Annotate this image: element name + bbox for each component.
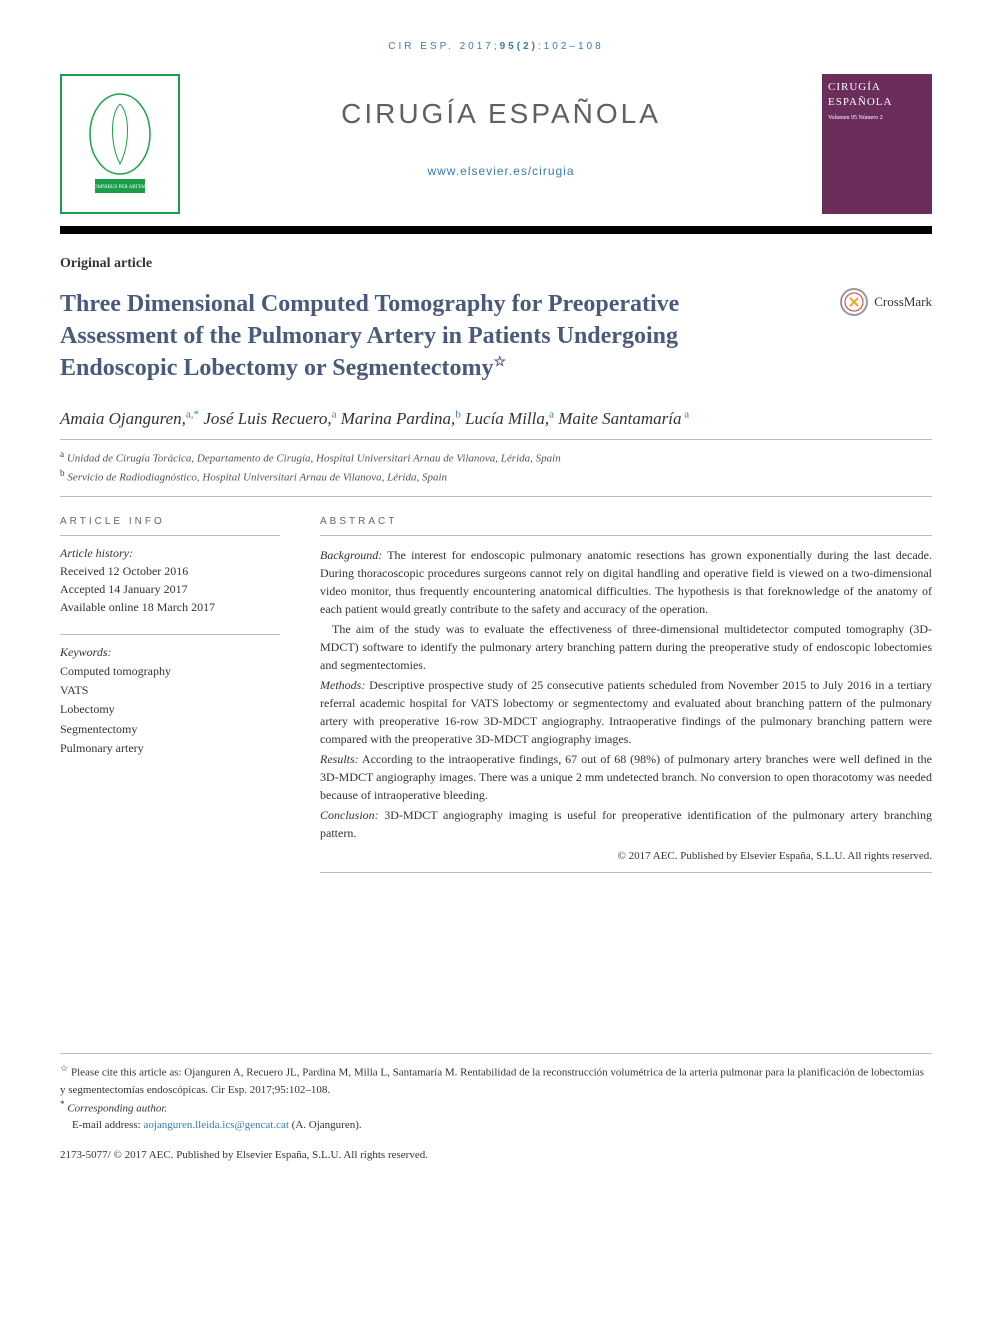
article-title-text: Three Dimensional Computed Tomography fo…: [60, 291, 679, 382]
keyword: Pulmonary artery: [60, 739, 280, 758]
citation-pages: :102–108: [538, 41, 604, 52]
keyword: Lobectomy: [60, 700, 280, 719]
affiliation: b Servicio de Radiodiagnóstico, Hospital…: [60, 467, 932, 486]
abstract-heading: ABSTRACT: [320, 515, 932, 529]
corresponding-author-footnote: * Corresponding author.: [60, 1098, 932, 1117]
author: Amaia Ojanguren,a,*: [60, 409, 199, 428]
abstract-column: ABSTRACT Background: The interest for en…: [320, 515, 932, 874]
crossmark-label: CrossMark: [874, 293, 932, 311]
author: José Luis Recuero,a: [203, 409, 336, 428]
author: Maite Santamaría a: [558, 409, 689, 428]
accepted-date: Accepted 14 January 2017: [60, 580, 280, 598]
journal-title-block: CIRUGÍA ESPAÑOLA www.elsevier.es/cirugia: [180, 74, 822, 180]
article-title: Three Dimensional Computed Tomography fo…: [60, 288, 780, 385]
methods-label: Methods:: [320, 678, 365, 692]
svg-text:OMNIBUS PER ARTEM: OMNIBUS PER ARTEM: [94, 185, 146, 190]
author-divider: [60, 439, 932, 440]
journal-name: CIRUGÍA ESPAÑOLA: [190, 94, 812, 133]
crossmark-button[interactable]: CrossMark: [840, 288, 932, 316]
abstract-body: Background: The interest for endoscopic …: [320, 535, 932, 874]
email-link[interactable]: aojanguren.lleida.ics@gencat.cat: [143, 1119, 288, 1131]
methods-text: Descriptive prospective study of 25 cons…: [320, 678, 932, 746]
results-label: Results:: [320, 752, 359, 766]
issn-copyright: 2173-5077/ © 2017 AEC. Published by Else…: [60, 1148, 932, 1163]
background-label: Background:: [320, 548, 382, 562]
journal-header: OMNIBUS PER ARTEM CIRUGÍA ESPAÑOLA www.e…: [60, 74, 932, 214]
received-date: Received 12 October 2016: [60, 562, 280, 580]
author: Lucía Milla,a: [465, 409, 554, 428]
keyword: Segmentectomy: [60, 720, 280, 739]
citation-header: CIR ESP. 2017;95(2):102–108: [60, 40, 932, 54]
history-label: Article history:: [60, 544, 280, 562]
citation-prefix: CIR ESP. 2017;: [388, 41, 499, 52]
cover-title: CIRUGÍA ESPAÑOLA: [828, 80, 926, 111]
cover-decorative-text: Volumen 95 Número 2: [828, 115, 926, 123]
author: Marina Pardina,b: [341, 409, 461, 428]
keywords-label: Keywords:: [60, 643, 280, 662]
cite-as-footnote: ☆ Please cite this article as: Ojanguren…: [60, 1062, 932, 1098]
article-type: Original article: [60, 254, 932, 274]
results-text: According to the intraoperative findings…: [320, 752, 932, 802]
header-divider: [60, 226, 932, 234]
aim-text: The aim of the study was to evaluate the…: [320, 620, 932, 674]
article-info-column: ARTICLE INFO Article history: Received 1…: [60, 515, 280, 874]
affiliation-divider: [60, 496, 932, 497]
article-history: Article history: Received 12 October 201…: [60, 535, 280, 616]
author-list: Amaia Ojanguren,a,* José Luis Recuero,a …: [60, 407, 932, 431]
conclusion-label: Conclusion:: [320, 808, 379, 822]
keyword: VATS: [60, 681, 280, 700]
affiliations: a Unidad de Cirugía Torácica, Departamen…: [60, 448, 932, 486]
abstract-bottom-divider: [320, 872, 932, 873]
background-text: The interest for endoscopic pulmonary an…: [320, 548, 932, 616]
online-date: Available online 18 March 2017: [60, 598, 280, 616]
footnotes: ☆ Please cite this article as: Ojanguren…: [60, 1053, 932, 1133]
abstract-copyright: © 2017 AEC. Published by Elsevier España…: [320, 848, 932, 865]
article-info-heading: ARTICLE INFO: [60, 515, 280, 529]
title-footnote-marker: ☆: [494, 355, 507, 370]
citation-volume: 95(2): [500, 41, 538, 52]
crossmark-icon: [840, 288, 868, 316]
journal-cover-thumbnail: CIRUGÍA ESPAÑOLA Volumen 95 Número 2: [822, 74, 932, 214]
keywords-block: Keywords: Computed tomography VATS Lobec…: [60, 634, 280, 758]
keyword: Computed tomography: [60, 662, 280, 681]
email-footnote: E-mail address: aojanguren.lleida.ics@ge…: [60, 1117, 932, 1134]
publisher-seal-icon: OMNIBUS PER ARTEM: [60, 74, 180, 214]
affiliation: a Unidad de Cirugía Torácica, Departamen…: [60, 448, 932, 467]
conclusion-text: 3D-MDCT angiography imaging is useful fo…: [320, 808, 932, 840]
journal-url-link[interactable]: www.elsevier.es/cirugia: [190, 163, 812, 180]
